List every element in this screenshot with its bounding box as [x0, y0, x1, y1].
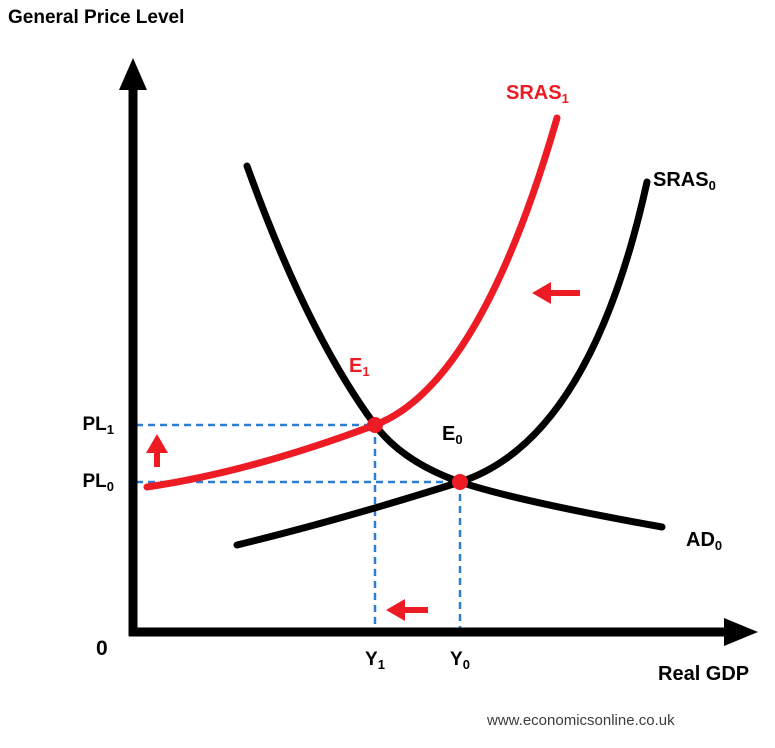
e0-label-base: E: [442, 423, 456, 445]
sras1-label-base: SRAS: [506, 82, 562, 104]
pl1-tick-sub: 1: [106, 422, 114, 437]
sras0-curve: [233, 178, 651, 549]
ad0-curve: [243, 162, 666, 531]
e1-label-base: E: [349, 355, 363, 377]
sras1-label: SRAS1: [506, 82, 569, 106]
ad0-label-base: AD: [686, 529, 715, 551]
pl1-tick-label: PL1: [68, 414, 114, 437]
sras-shift-left-arrowhead-icon: [532, 282, 551, 304]
y1-tick-label: Y1: [365, 649, 385, 672]
e0-label: E0: [442, 423, 463, 447]
y-axis-title: General Price Level: [8, 7, 185, 28]
price-rise-up-arrowhead-icon: [146, 434, 168, 453]
origin-label: 0: [96, 637, 108, 660]
gdp-fall-left-arrowhead-icon: [386, 599, 405, 621]
sras1-curve: [143, 114, 561, 491]
y-axis-arrowhead-icon: [119, 58, 147, 90]
e0-point: [452, 474, 468, 490]
x-axis-title: Real GDP: [658, 663, 750, 685]
gdp-fall-left-arrow: [386, 599, 428, 621]
x-axis: [129, 618, 758, 646]
x-axis-arrowhead-icon: [724, 618, 758, 646]
pl0-tick-sub: 0: [106, 479, 114, 494]
pl0-tick-base: PL: [82, 471, 107, 492]
watermark: www.economicsonline.co.uk: [487, 712, 675, 729]
sras1-label-sub: 1: [561, 91, 569, 106]
pl1-tick-base: PL: [82, 414, 107, 435]
e0-label-sub: 0: [455, 432, 463, 447]
pl0-tick-label: PL0: [68, 471, 114, 494]
y0-tick-sub: 0: [462, 657, 470, 672]
y1-tick-sub: 1: [377, 657, 385, 672]
y1-tick-base: Y: [365, 649, 378, 670]
e1-label-sub: 1: [362, 364, 370, 379]
sras0-label: SRAS0: [653, 169, 716, 193]
ad0-label-sub: 0: [714, 538, 723, 553]
sras0-label-base: SRAS: [653, 169, 709, 191]
ad0-label: AD0: [686, 529, 723, 553]
e1-label: E1: [349, 355, 370, 379]
y0-tick-label: Y0: [450, 649, 470, 672]
y-axis: [119, 58, 147, 636]
e1-point: [367, 417, 383, 433]
sras0-label-sub: 0: [708, 178, 716, 193]
y0-tick-base: Y: [450, 649, 463, 670]
sras-shift-left-arrow: [532, 282, 580, 304]
price-rise-up-arrow: [146, 434, 168, 467]
